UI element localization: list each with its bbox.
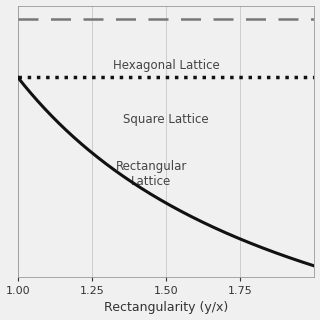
Text: Rectangular
Lattice: Rectangular Lattice	[116, 160, 187, 188]
X-axis label: Rectangularity (y/x): Rectangularity (y/x)	[104, 301, 228, 315]
Text: Hexagonal Lattice: Hexagonal Lattice	[113, 59, 220, 72]
Text: Square Lattice: Square Lattice	[123, 113, 209, 126]
